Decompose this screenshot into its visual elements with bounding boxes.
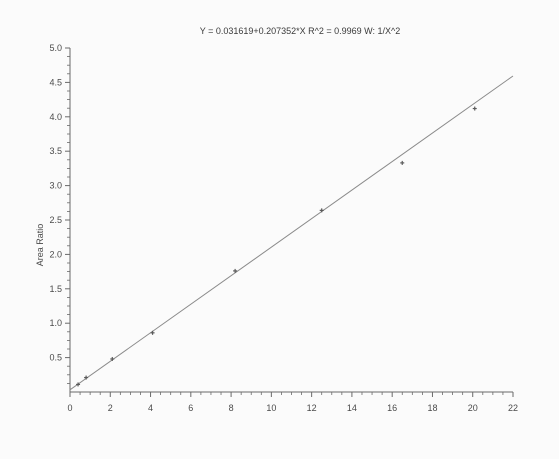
x-tick-label-6: 6 bbox=[188, 403, 193, 413]
x-tick-label-4: 4 bbox=[148, 403, 153, 413]
y-tick-label-4.0: 4.0 bbox=[49, 112, 62, 122]
x-tick-label-20: 20 bbox=[468, 403, 478, 413]
y-tick-label-0.5: 0.5 bbox=[49, 353, 62, 363]
x-tick-label-2: 2 bbox=[108, 403, 113, 413]
x-tick-label-8: 8 bbox=[229, 403, 234, 413]
y-tick-label-3.5: 3.5 bbox=[49, 146, 62, 156]
regression-line-group bbox=[69, 75, 514, 391]
data-point-7 bbox=[400, 160, 405, 165]
x-tick-label-18: 18 bbox=[427, 403, 437, 413]
axes bbox=[69, 48, 513, 393]
x-tick-label-10: 10 bbox=[266, 403, 276, 413]
y-tick-label-3.0: 3.0 bbox=[49, 181, 62, 191]
y-tick-label-1.5: 1.5 bbox=[49, 284, 62, 294]
regression-line bbox=[69, 75, 514, 391]
x-tick-label-22: 22 bbox=[508, 403, 518, 413]
data-point-8 bbox=[472, 106, 477, 111]
data-point-6 bbox=[319, 208, 324, 213]
chart-title: Y = 0.031619+0.207352*X R^2 = 0.9969 W: … bbox=[200, 26, 401, 36]
y-tick-label-1.0: 1.0 bbox=[49, 318, 62, 328]
x-tick-label-0: 0 bbox=[67, 403, 72, 413]
data-point-4 bbox=[150, 330, 155, 335]
x-tick-label-16: 16 bbox=[387, 403, 397, 413]
y-tick-label-2.0: 2.0 bbox=[49, 249, 62, 259]
data-point-2 bbox=[84, 375, 89, 380]
data-point-1 bbox=[76, 382, 81, 387]
data-point-5 bbox=[233, 268, 238, 273]
y-tick-label-2.5: 2.5 bbox=[49, 215, 62, 225]
data-points bbox=[76, 106, 477, 387]
x-tick-label-12: 12 bbox=[307, 403, 317, 413]
y-axis-title: Area Ratio bbox=[35, 224, 45, 267]
tick-labels: 0 2 4 6 8 10 12 14 16 18 20 22 0.5 1.0 1.5 2.0 2.5 3.0 3.5… bbox=[49, 43, 518, 413]
y-tick-label-4.5: 4.5 bbox=[49, 77, 62, 87]
tick-marks bbox=[65, 47, 514, 397]
data-point-3 bbox=[110, 356, 115, 361]
x-tick-label-14: 14 bbox=[347, 403, 357, 413]
y-tick-label-5.0: 5.0 bbox=[49, 43, 62, 53]
